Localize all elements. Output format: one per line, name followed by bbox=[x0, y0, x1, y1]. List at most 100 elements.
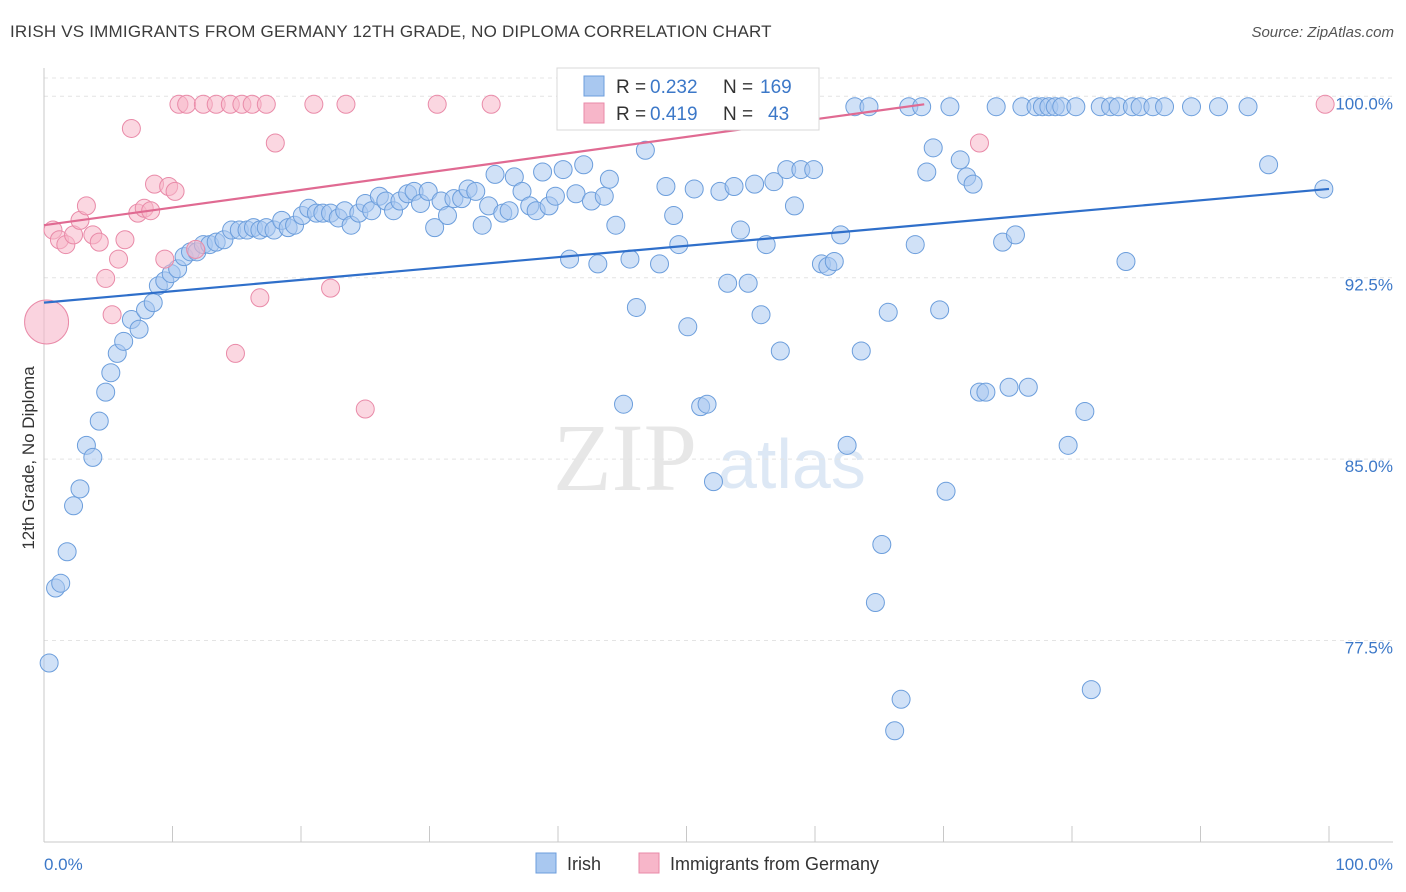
axes bbox=[43, 68, 1393, 843]
legend-swatch-germany bbox=[638, 852, 660, 874]
watermark-zip: ZIP bbox=[553, 404, 697, 511]
chart-source: Source: ZipAtlas.com bbox=[1251, 24, 1394, 41]
point-irish bbox=[51, 573, 71, 593]
stats-n-value-germany: 43 bbox=[768, 104, 789, 125]
point-germany bbox=[155, 249, 175, 269]
point-irish bbox=[724, 177, 744, 197]
point-irish bbox=[917, 162, 937, 182]
legend: Irish Immigrants from Germany bbox=[535, 852, 879, 874]
point-irish bbox=[824, 252, 844, 271]
point-irish bbox=[999, 377, 1019, 397]
point-germany bbox=[121, 118, 141, 138]
point-germany bbox=[115, 230, 135, 250]
point-irish bbox=[472, 215, 492, 235]
point-irish bbox=[865, 593, 885, 613]
point-germany bbox=[186, 239, 206, 259]
point-irish bbox=[891, 689, 911, 709]
stats-r-value-germany: 0.419 bbox=[650, 104, 698, 125]
point-germany bbox=[336, 94, 356, 114]
stats-swatch-irish bbox=[583, 75, 605, 97]
point-irish bbox=[751, 305, 771, 325]
point-irish bbox=[1005, 225, 1025, 245]
y-tick-labels: 100.0% 92.5% 85.0% 77.5% bbox=[1335, 94, 1393, 657]
point-irish bbox=[614, 394, 634, 414]
point-irish bbox=[1182, 97, 1202, 117]
point-irish bbox=[738, 273, 758, 293]
point-irish bbox=[770, 341, 790, 361]
point-irish bbox=[940, 97, 960, 117]
stats-n-label-germany: N = bbox=[723, 104, 753, 125]
point-irish bbox=[594, 186, 614, 206]
point-irish bbox=[804, 160, 824, 180]
stats-r-value-irish: 0.232 bbox=[650, 77, 698, 98]
point-irish bbox=[872, 534, 892, 554]
point-irish bbox=[678, 317, 698, 337]
point-irish bbox=[499, 201, 519, 221]
point-germany bbox=[76, 196, 96, 216]
point-irish bbox=[96, 382, 116, 402]
point-irish bbox=[923, 138, 943, 158]
point-germany bbox=[165, 181, 185, 201]
point-irish bbox=[878, 302, 898, 322]
point-irish bbox=[851, 341, 871, 361]
point-germany bbox=[96, 268, 116, 288]
point-irish bbox=[664, 206, 684, 226]
y-tick-label: 77.5% bbox=[1345, 639, 1393, 658]
point-irish bbox=[599, 169, 619, 189]
y-tick-label: 100.0% bbox=[1335, 94, 1393, 113]
point-irish bbox=[930, 300, 950, 320]
point-irish bbox=[553, 160, 573, 180]
stats-r-label-germany: R = bbox=[616, 104, 646, 125]
point-irish bbox=[1066, 97, 1086, 117]
point-irish bbox=[588, 254, 608, 274]
point-irish bbox=[560, 249, 580, 269]
legend-swatch-irish bbox=[535, 852, 557, 874]
legend-label-germany: Immigrants from Germany bbox=[670, 854, 879, 874]
point-irish bbox=[437, 206, 457, 226]
point-irish bbox=[425, 218, 445, 238]
point-irish bbox=[1208, 97, 1228, 117]
legend-label-irish: Irish bbox=[567, 854, 601, 874]
grid-lines bbox=[44, 77, 1393, 641]
point-irish bbox=[1155, 97, 1175, 117]
point-irish bbox=[912, 97, 932, 117]
point-irish bbox=[963, 174, 983, 194]
point-irish bbox=[606, 215, 626, 235]
point-irish bbox=[129, 319, 149, 339]
stats-n-label-irish: N = bbox=[723, 77, 753, 98]
point-irish bbox=[936, 481, 956, 501]
point-germany bbox=[177, 94, 197, 114]
point-germany bbox=[225, 343, 245, 363]
stats-n-value-irish: 169 bbox=[760, 77, 792, 98]
point-irish bbox=[70, 479, 90, 499]
x-tick-labels: 0.0% 100.0% bbox=[44, 855, 1393, 874]
point-irish bbox=[745, 174, 765, 194]
point-irish bbox=[986, 97, 1006, 117]
trend-line-irish bbox=[43, 187, 1330, 304]
point-irish bbox=[485, 164, 505, 184]
point-germany bbox=[969, 133, 989, 153]
point-germany bbox=[304, 94, 324, 114]
point-germany bbox=[321, 278, 341, 298]
data-points bbox=[24, 94, 1335, 741]
point-irish bbox=[39, 653, 59, 673]
point-irish bbox=[703, 472, 723, 492]
point-germany bbox=[355, 399, 375, 419]
point-irish bbox=[143, 293, 163, 313]
point-irish bbox=[101, 363, 121, 383]
point-germany bbox=[89, 232, 109, 252]
point-irish bbox=[885, 721, 905, 741]
point-irish bbox=[1075, 401, 1095, 421]
point-irish bbox=[784, 196, 804, 216]
point-irish bbox=[533, 162, 553, 182]
point-irish bbox=[626, 297, 646, 317]
point-irish bbox=[418, 181, 438, 201]
point-germany bbox=[481, 94, 501, 114]
point-germany-large bbox=[24, 299, 70, 345]
point-irish bbox=[1058, 435, 1078, 455]
x-tick-label: 0.0% bbox=[44, 855, 83, 874]
y-tick-label: 92.5% bbox=[1345, 276, 1393, 295]
y-tick-label: 85.0% bbox=[1345, 457, 1393, 476]
y-axis-label: 12th Grade, No Diploma bbox=[19, 366, 38, 550]
